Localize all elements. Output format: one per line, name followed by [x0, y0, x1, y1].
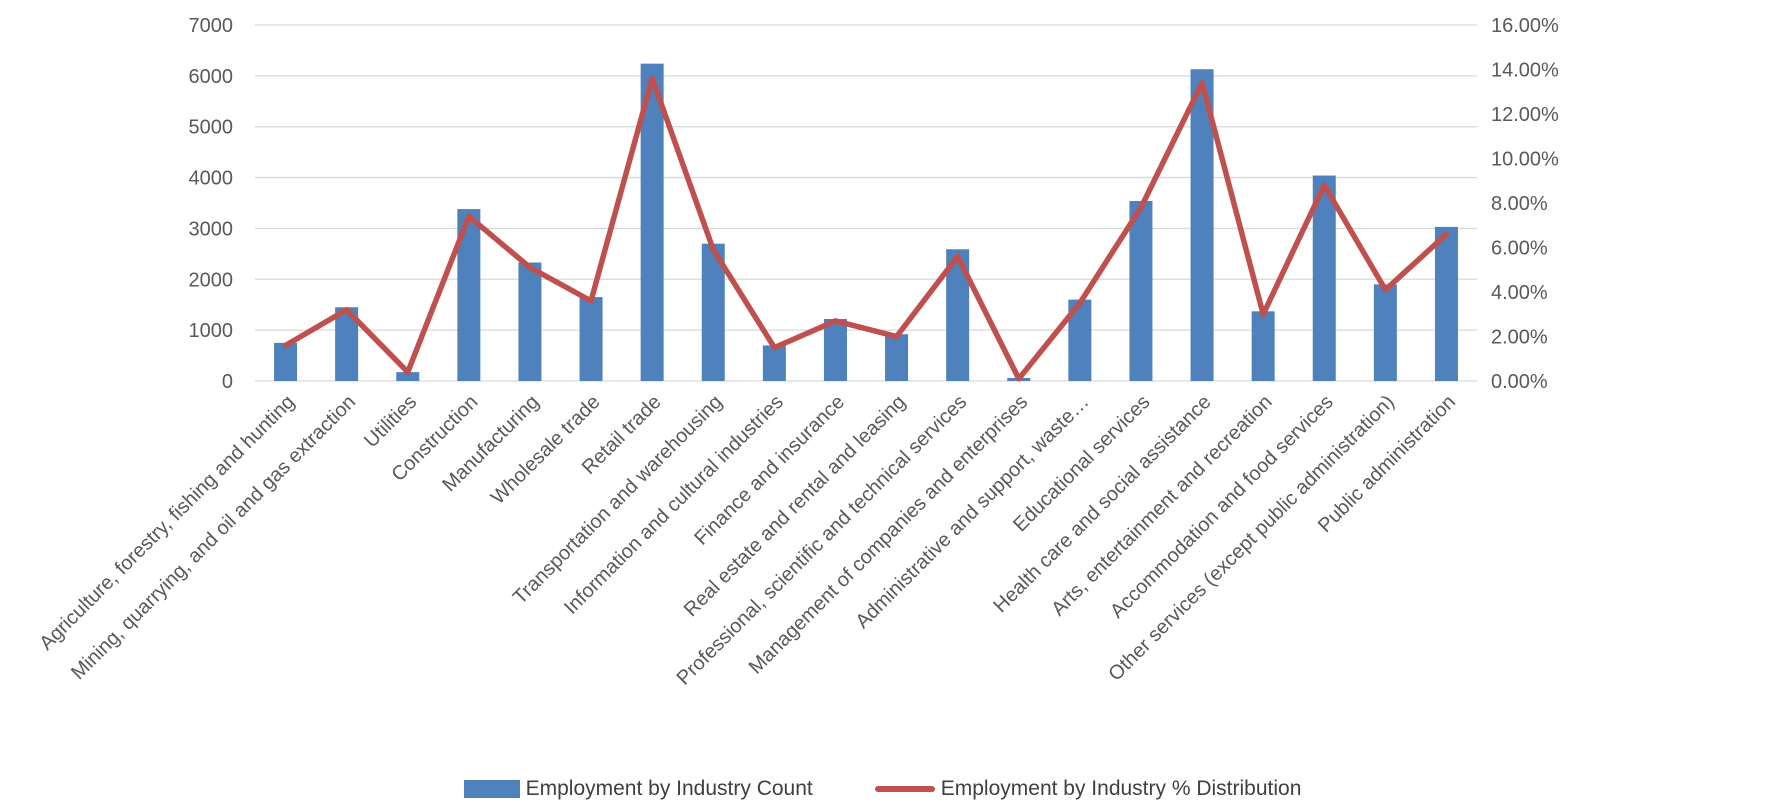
- category-label: Mining, quarrying, and oil and gas extra…: [67, 391, 360, 684]
- right-axis-ticks: 0.00% 2.00% 4.00% 6.00% 8.00% 10.00% 12.00% 14.…: [1491, 15, 1559, 393]
- category-label: Arts, entertainment and recreation: [1047, 391, 1276, 620]
- bar: [885, 334, 909, 381]
- left-axis-ticks: 0 1000 2000 3000 4000 5000 6000 7000: [189, 15, 234, 393]
- bar: [762, 345, 786, 381]
- right-tick-label: 2.00%: [1491, 327, 1548, 349]
- bar: [457, 209, 481, 381]
- right-tick-label: 12.00%: [1491, 104, 1559, 126]
- bar: [1434, 226, 1458, 381]
- category-label: Wholesale trade: [487, 391, 605, 509]
- category-label: Management of companies and enterprises: [745, 391, 1033, 679]
- combo-chart: 0 1000 2000 3000 4000 5000 6000 7000 0.00% 2.00%…: [35, 15, 1559, 690]
- category-labels: Agriculture, forestry, fishing and hunti…: [35, 391, 1460, 690]
- bar: [1312, 175, 1336, 381]
- bar: [335, 307, 359, 381]
- right-tick-label: 8.00%: [1491, 193, 1548, 215]
- right-tick-label: 14.00%: [1491, 60, 1559, 82]
- left-tick-label: 0: [222, 371, 233, 393]
- legend-item-percent: Employment by Industry % Distribution: [874, 777, 1302, 801]
- category-label: Agriculture, forestry, fishing and hunti…: [35, 391, 299, 655]
- bar: [946, 249, 970, 381]
- percent-line: [282, 75, 1450, 382]
- category-label: Other services (except public administra…: [1104, 391, 1399, 686]
- right-tick-label: 4.00%: [1491, 282, 1548, 304]
- left-tick-label: 7000: [189, 15, 234, 37]
- left-tick-label: 6000: [189, 66, 234, 88]
- legend-label-count: Employment by Industry Count: [525, 777, 813, 800]
- right-tick-label: 0.00%: [1491, 371, 1548, 393]
- bar-series: [274, 63, 1458, 381]
- bar: [274, 342, 298, 381]
- right-tick-label: 6.00%: [1491, 238, 1548, 260]
- category-label: Health care and social assistance: [989, 391, 1215, 617]
- left-tick-label: 3000: [189, 218, 234, 240]
- bar: [640, 63, 664, 381]
- legend-label-percent: Employment by Industry % Distribution: [940, 777, 1302, 800]
- category-label: Utilities: [360, 391, 421, 452]
- legend-line-swatch: [874, 786, 935, 792]
- left-tick-label: 1000: [189, 320, 234, 342]
- bar: [579, 297, 603, 381]
- category-label: Real estate and rental and leasing: [680, 391, 910, 621]
- bar: [1373, 284, 1397, 381]
- right-tick-label: 16.00%: [1491, 15, 1559, 37]
- bar: [1190, 69, 1214, 381]
- right-tick-label: 10.00%: [1491, 149, 1559, 171]
- legend-bar-swatch: [463, 780, 520, 798]
- left-tick-label: 5000: [189, 117, 234, 139]
- category-label: Accommodation and food services: [1106, 391, 1338, 623]
- bar: [1251, 311, 1275, 381]
- bar: [396, 372, 420, 381]
- category-label: Professional, scientific and technical s…: [673, 391, 972, 690]
- legend-item-count: Employment by Industry Count: [463, 777, 813, 801]
- left-tick-label: 2000: [189, 269, 234, 291]
- category-label: Information and cultural industries: [560, 391, 788, 619]
- line-series: [282, 75, 1450, 382]
- left-tick-label: 4000: [189, 168, 234, 190]
- bar: [1068, 299, 1092, 381]
- bar: [823, 318, 847, 381]
- bar: [518, 262, 542, 381]
- bar: [1129, 200, 1153, 381]
- bar: [701, 243, 725, 381]
- legend: Employment by Industry Count Employment …: [0, 777, 1765, 801]
